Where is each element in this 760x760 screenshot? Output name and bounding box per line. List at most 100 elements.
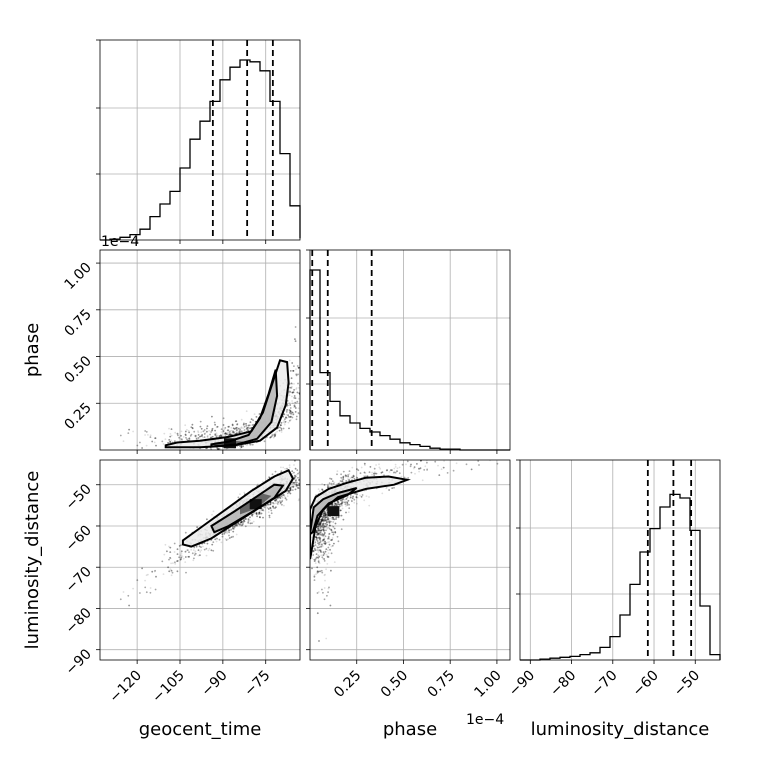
sample-point	[246, 426, 249, 429]
sample-point	[206, 425, 209, 427]
sample-point	[214, 433, 217, 436]
sample-point	[181, 555, 184, 558]
sample-point	[291, 411, 294, 414]
sample-point	[276, 500, 278, 502]
sample-point	[163, 553, 166, 556]
sample-point	[261, 507, 264, 510]
sample-point	[295, 484, 298, 486]
sample-point	[290, 412, 292, 415]
sample-point	[293, 383, 295, 385]
sample-point	[203, 429, 206, 431]
sample-point	[191, 427, 194, 429]
sample-point	[211, 415, 213, 418]
sample-point	[208, 430, 211, 432]
sample-point	[155, 444, 157, 447]
sample-point	[294, 397, 297, 400]
sample-point	[154, 437, 157, 440]
sample-point	[161, 440, 164, 443]
sample-point	[249, 421, 252, 423]
sample-point	[251, 514, 253, 517]
sample-point	[206, 436, 209, 438]
sample-point	[288, 416, 290, 418]
sample-point	[168, 558, 170, 561]
sample-point	[295, 418, 298, 421]
sample-point	[132, 430, 135, 433]
sample-point	[232, 427, 235, 430]
sample-point	[222, 424, 225, 426]
sample-point	[278, 496, 281, 499]
sample-point	[199, 554, 201, 557]
sample-point	[294, 407, 297, 409]
sample-point	[240, 445, 242, 448]
sample-point	[278, 429, 281, 432]
sample-point	[128, 428, 131, 431]
sample-point	[243, 425, 246, 428]
sample-point	[291, 362, 294, 364]
sample-point	[293, 403, 296, 406]
sample-point	[297, 397, 300, 400]
hist-panel-luminosity_distance	[516, 459, 721, 664]
sample-point	[228, 433, 231, 436]
sample-point	[232, 527, 235, 530]
sample-point	[238, 430, 241, 433]
sample-point	[283, 504, 285, 507]
sample-point	[259, 516, 261, 519]
sample-point	[228, 537, 231, 539]
sample-point	[197, 437, 200, 439]
sample-point	[176, 432, 179, 435]
sample-point	[236, 423, 239, 425]
sample-point	[289, 386, 291, 389]
sample-point	[295, 415, 298, 418]
histogram-step-geocent_time	[100, 59, 301, 241]
sample-point	[295, 374, 298, 377]
sample-point	[169, 546, 172, 549]
sample-point	[297, 499, 300, 502]
sample-point	[211, 429, 214, 432]
sample-point	[170, 428, 173, 430]
sample-point	[209, 433, 212, 436]
sample-point	[224, 427, 227, 429]
sample-point	[288, 409, 291, 411]
sample-point	[178, 436, 181, 439]
sample-point	[186, 549, 189, 551]
sample-point	[297, 366, 300, 369]
sample-point	[229, 433, 232, 436]
sample-point	[243, 425, 246, 428]
sample-point	[269, 436, 271, 439]
sample-point	[236, 524, 238, 527]
sample-point	[279, 426, 281, 429]
sample-point	[250, 418, 253, 421]
sample-point	[288, 466, 291, 469]
sample-point	[227, 529, 230, 532]
sample-point	[293, 477, 296, 480]
sample-point	[206, 430, 208, 433]
sample-point	[298, 498, 300, 500]
sample-point	[215, 434, 218, 437]
sample-point	[239, 427, 241, 430]
sample-point	[290, 382, 293, 385]
sample-point	[291, 411, 293, 414]
contour-line-0	[164, 359, 290, 449]
sample-point	[281, 503, 283, 506]
sample-point	[294, 488, 297, 491]
sample-point	[197, 434, 200, 436]
sample-point	[258, 413, 261, 415]
sample-point	[174, 561, 176, 564]
sample-point	[283, 413, 285, 416]
sample-point	[248, 424, 251, 427]
sample-point	[226, 433, 229, 436]
sample-point	[235, 420, 238, 422]
sample-point	[226, 431, 229, 434]
sample-point	[296, 365, 299, 367]
sample-point	[199, 551, 202, 553]
sample-point	[169, 557, 172, 560]
sample-point	[220, 434, 222, 437]
sample-point	[211, 435, 214, 438]
sample-point	[228, 431, 231, 433]
sample-point	[240, 430, 243, 433]
sample-point	[210, 431, 213, 433]
sample-point	[234, 420, 237, 423]
sample-point	[292, 486, 295, 488]
sample-point	[270, 435, 273, 438]
sample-point	[177, 560, 179, 562]
